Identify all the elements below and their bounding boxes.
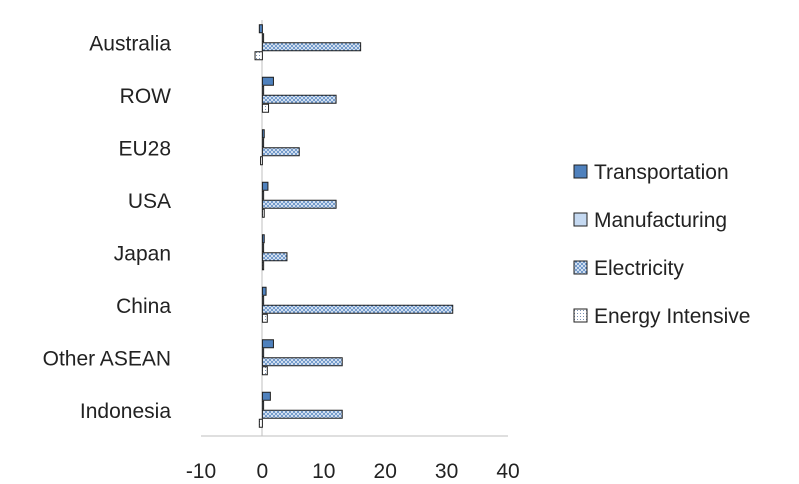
- bar-electricity-indonesia: [261, 409, 343, 419]
- bar-energy-intensive-china: [261, 313, 268, 323]
- legend-swatch-energy-intensive: [573, 308, 588, 323]
- bar-energy-intensive-other-asean: [261, 366, 268, 376]
- bar-manufacturing-eu28: [261, 138, 265, 148]
- bar-transportation-japan: [261, 234, 265, 244]
- bar-manufacturing-other-asean: [261, 348, 265, 358]
- x-tick-label: 30: [435, 460, 458, 483]
- legend-swatch-electricity: [573, 260, 588, 275]
- bar-transportation-usa: [261, 181, 269, 191]
- legend-label-electricity: Electricity: [594, 257, 684, 280]
- bar-electricity-usa: [261, 199, 337, 209]
- bar-electricity-eu28: [261, 147, 300, 157]
- bar-transportation-australia: [258, 24, 263, 34]
- bar-transportation-indonesia: [261, 391, 271, 401]
- legend-label-energy-intensive: Energy Intensive: [594, 305, 750, 328]
- category-label-china: China: [116, 295, 171, 318]
- bar-transportation-other-asean: [261, 339, 274, 349]
- category-label-usa: USA: [128, 190, 171, 213]
- legend-label-manufacturing: Manufacturing: [594, 209, 727, 232]
- bar-electricity-other-asean: [261, 357, 343, 367]
- bar-manufacturing-australia: [261, 33, 265, 43]
- bar-transportation-china: [261, 286, 267, 296]
- legend: Transportation Manufacturing Electricity En…: [573, 161, 750, 328]
- legend-label-transportation: Transportation: [594, 161, 729, 184]
- bar-electricity-china: [261, 304, 454, 314]
- bar-energy-intensive-indonesia: [258, 418, 263, 428]
- bar-energy-intensive-australia: [254, 51, 263, 61]
- bar-manufacturing-japan: [261, 243, 265, 253]
- bar-electricity-japan: [261, 252, 288, 262]
- category-label-row: ROW: [120, 85, 172, 108]
- category-label-eu28: EU28: [118, 137, 171, 160]
- axes-group: [201, 20, 508, 437]
- bar-electricity-row: [261, 94, 337, 104]
- bar-manufacturing-row: [261, 85, 265, 95]
- bar-transportation-row: [261, 76, 274, 86]
- bar-transportation-eu28: [261, 129, 265, 139]
- bar-energy-intensive-japan: [261, 261, 265, 271]
- x-tick-label: -10: [186, 460, 216, 483]
- bar-energy-intensive-row: [261, 103, 270, 113]
- bar-electricity-australia: [261, 42, 362, 52]
- bar-manufacturing-indonesia: [261, 400, 265, 410]
- x-tick-label: 10: [312, 460, 335, 483]
- x-tick-labels-group: -10 0 10 20 30 40: [186, 460, 520, 483]
- category-label-japan: Japan: [114, 242, 171, 265]
- x-tick-label: 0: [257, 460, 269, 483]
- category-label-indonesia: Indonesia: [80, 400, 171, 423]
- x-tick-label: 20: [374, 460, 397, 483]
- legend-swatch-transportation: [573, 164, 588, 179]
- category-label-other-asean: Other ASEAN: [43, 347, 171, 370]
- bar-manufacturing-usa: [261, 190, 265, 200]
- category-label-australia: Australia: [89, 32, 171, 55]
- bar-energy-intensive-eu28: [260, 156, 263, 166]
- x-tick-label: 40: [496, 460, 519, 483]
- bars-group: [254, 24, 454, 428]
- legend-swatch-manufacturing: [573, 212, 588, 227]
- bar-energy-intensive-usa: [261, 208, 265, 218]
- category-labels-group: Australia ROW EU28 USA Japan China Other ASEAN…: [43, 32, 172, 423]
- bar-manufacturing-china: [261, 295, 265, 305]
